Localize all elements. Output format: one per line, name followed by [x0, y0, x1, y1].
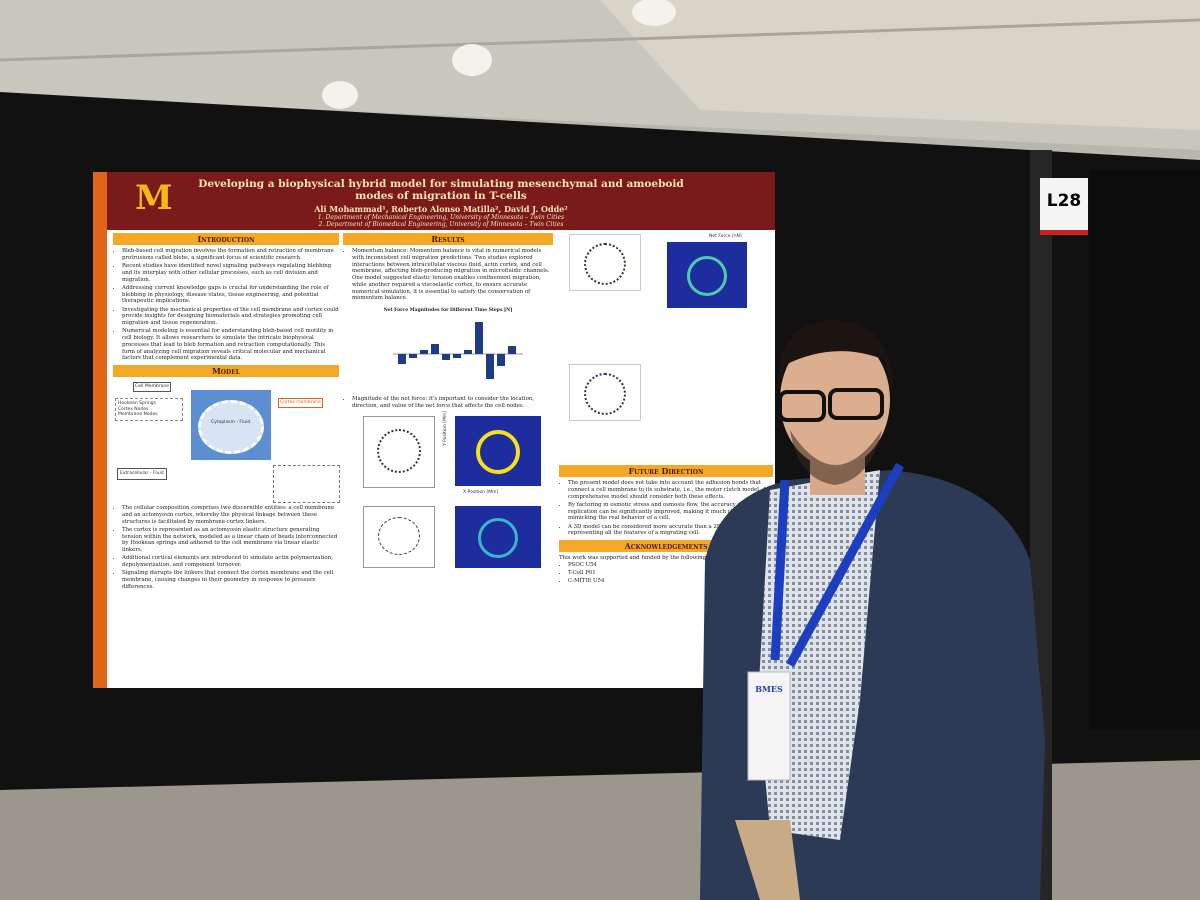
bullet: A 3D model can be considered more accura…: [568, 524, 773, 538]
bullet: Recent studies have identified novel sig…: [122, 263, 339, 283]
bullet: Signaling disrupts the linkers that conn…: [122, 570, 339, 590]
diagram-label: Cytoplasm - Fluid: [211, 420, 251, 425]
section-heading: Results: [343, 233, 553, 245]
logo: M: [135, 178, 173, 218]
paragraph: Magnitude of the net force: it's importa…: [352, 396, 553, 410]
affiliation: 1. Department of Mechanical Engineering,…: [317, 214, 565, 221]
bullet: Additional cortical elements are introdu…: [122, 555, 339, 569]
section-heading: Future Direction: [559, 465, 773, 477]
section-heading: Introduction: [113, 233, 339, 245]
paragraph: Momentum balance: Momentum balance is vi…: [352, 248, 553, 302]
grant: PSOC U54: [568, 562, 773, 569]
diagram-label: Cortex Nodes: [118, 406, 149, 412]
colorbar-label: Net Force [nN]: [709, 234, 742, 239]
spring-detail: [273, 465, 340, 503]
bullet: By factoring in osmotic stress and osmos…: [568, 502, 773, 522]
bullet: Numerical modeling is essential for unde…: [122, 328, 339, 362]
heatmap: [455, 505, 541, 568]
diagram-label: Hookean Springs: [118, 401, 157, 406]
grant: T-Cell P01: [568, 570, 773, 577]
plot: [363, 415, 435, 488]
cell-image: [191, 390, 271, 460]
model-diagram: Cell Membrane Cytoplasm - Fluid Cortex m…: [113, 380, 340, 505]
poster-header: M Developing a biophysical hybrid model …: [107, 172, 775, 230]
plot: [569, 364, 641, 421]
diagram-label: Extracellular - Fluid: [117, 468, 167, 480]
axis-label: X Position [Mm]: [463, 489, 499, 495]
plot: [569, 234, 641, 291]
bullet: The present model does not take into acc…: [568, 480, 773, 500]
diagram-label: Membrane Nodes: [118, 412, 158, 418]
bullet: Addressing current knowledge gaps is cru…: [122, 285, 339, 305]
legend-box: Hookean Springs Cortex Nodes Membrane No…: [115, 398, 183, 421]
chart-title: Net Force Magnitudes for Different Time …: [383, 308, 513, 313]
heatmap: [667, 242, 747, 308]
authors: Ali Mohammad¹, Roberto Alonso Matilla², …: [314, 204, 568, 214]
paragraph: This work was supported and funded by th…: [559, 555, 741, 561]
bullet: The cellular composition comprises two d…: [122, 505, 339, 525]
left-column: Introduction Bleb-based cell migration i…: [113, 230, 340, 592]
affiliation: 2. Department of Biomedical Engineering,…: [318, 221, 564, 228]
model-list: The cellular composition comprises two d…: [113, 505, 339, 591]
grant: C-MITIE U54: [568, 578, 773, 585]
badge-text: BMES: [755, 684, 783, 694]
bullet: The cortex is represented as an actomyos…: [122, 527, 339, 554]
board-number: L28: [1040, 178, 1088, 235]
small-bar-chart: [393, 321, 523, 379]
bullet: Bleb-based cell migration involves the f…: [122, 248, 339, 262]
heatmap: [455, 415, 541, 486]
poster-title: Developing a biophysical hybrid model fo…: [198, 178, 684, 202]
diagram-label: Cell Membrane: [133, 382, 171, 392]
section-heading: Model: [113, 365, 339, 377]
diagram-label: Cortex membrane: [278, 398, 323, 408]
bullet: Investigating the mechanical properties …: [122, 307, 339, 327]
intro-list: Bleb-based cell migration involves the f…: [113, 248, 339, 362]
plot: [363, 505, 435, 568]
middle-column: Results Momentum balance: Momentum balan…: [343, 230, 553, 586]
